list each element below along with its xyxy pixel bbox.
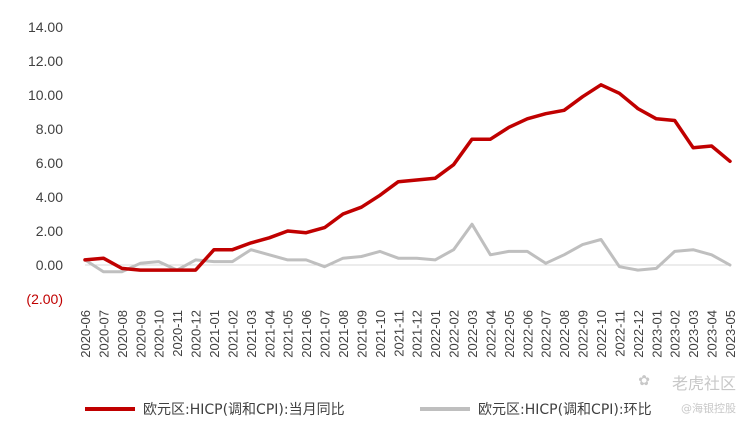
x-tick-label: 2023-05	[723, 310, 738, 358]
tiger-claw-icon: ✿	[638, 373, 650, 389]
x-tick-label: 2021-04	[262, 310, 277, 358]
x-tick-label: 2022-08	[557, 310, 572, 358]
x-tick-label: 2021-09	[354, 310, 369, 358]
x-tick-label: 2021-03	[244, 310, 259, 358]
series-line-yoy	[83, 83, 732, 272]
x-tick-label: 2021-05	[281, 310, 296, 358]
x-tick-label: 2020-11	[170, 310, 185, 357]
x-tick-label: 2021-08	[336, 310, 351, 358]
x-tick-label: 2021-01	[207, 310, 222, 358]
series-line-mom	[83, 222, 732, 274]
x-tick-label: 2021-11	[391, 310, 406, 357]
series-group	[83, 83, 732, 274]
x-tick-label: 2022-01	[428, 310, 443, 358]
x-tick-label: 2023-02	[668, 310, 683, 358]
legend-label-mom: 欧元区:HICP(调和CPI):环比	[478, 402, 652, 418]
y-tick-label: 0.00	[36, 257, 63, 273]
y-tick-label: 2.00	[36, 223, 63, 239]
y-tick-label: (2.00)	[26, 291, 63, 307]
y-tick-label: 10.00	[28, 87, 63, 103]
x-tick-label: 2022-05	[502, 310, 517, 358]
x-tick-label: 2021-06	[299, 310, 314, 358]
x-tick-label: 2022-09	[576, 310, 591, 358]
x-tick-label: 2022-07	[539, 310, 554, 358]
x-tick-label: 2023-03	[686, 310, 701, 358]
x-tick-label: 2022-06	[520, 310, 535, 358]
legend: 欧元区:HICP(调和CPI):当月同比 欧元区:HICP(调和CPI):环比	[85, 402, 652, 418]
watermark-logo: 老虎社区	[671, 374, 736, 393]
y-tick-label: 8.00	[36, 121, 63, 137]
y-tick-label: 6.00	[36, 155, 63, 171]
x-tick-label: 2022-12	[631, 310, 646, 358]
x-tick-label: 2022-02	[447, 310, 462, 358]
y-tick-label: 4.00	[36, 189, 63, 205]
x-tick-label: 2020-06	[78, 310, 93, 358]
x-tick-label: 2021-10	[373, 310, 388, 358]
x-tick-label: 2020-10	[152, 310, 167, 358]
x-tick-label: 2022-03	[465, 310, 480, 358]
x-tick-label: 2023-04	[705, 310, 720, 358]
x-tick-label: 2021-07	[318, 310, 333, 358]
x-tick-label: 2020-07	[96, 310, 111, 358]
x-tick-label: 2022-04	[483, 310, 498, 358]
x-tick-label: 2022-10	[594, 310, 609, 358]
watermark-subtext: @海银控股	[681, 402, 736, 415]
x-tick-label: 2022-11	[612, 310, 627, 357]
y-tick-label: 14.00	[28, 19, 63, 35]
x-axis-ticks: 2020-06 2020-07 2020-08 2020-09 2020-10 2020-…	[78, 310, 738, 358]
x-tick-label: 2020-12	[189, 310, 204, 358]
x-tick-label: 2020-08	[115, 310, 130, 358]
y-axis-ticks: 14.00 12.00 10.00 8.00 6.00 4.00 2.00 0.00 (2.00…	[26, 19, 63, 307]
x-tick-label: 2023-01	[649, 310, 664, 358]
legend-label-yoy: 欧元区:HICP(调和CPI):当月同比	[143, 402, 345, 418]
x-tick-label: 2020-09	[133, 310, 148, 358]
x-tick-label: 2021-12	[410, 310, 425, 358]
x-tick-label: 2021-02	[225, 310, 240, 358]
y-tick-label: 12.00	[28, 53, 63, 69]
